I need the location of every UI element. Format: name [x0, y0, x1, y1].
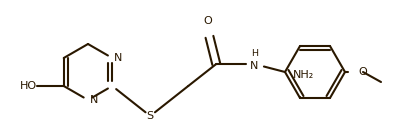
Text: N: N — [250, 61, 258, 71]
Text: N: N — [90, 95, 98, 105]
Text: S: S — [147, 111, 154, 121]
Text: O: O — [204, 16, 213, 26]
Text: NH₂: NH₂ — [294, 70, 315, 80]
Text: HO: HO — [20, 81, 37, 91]
Text: H: H — [251, 49, 258, 58]
Text: N: N — [114, 53, 123, 63]
Text: O: O — [358, 67, 367, 77]
